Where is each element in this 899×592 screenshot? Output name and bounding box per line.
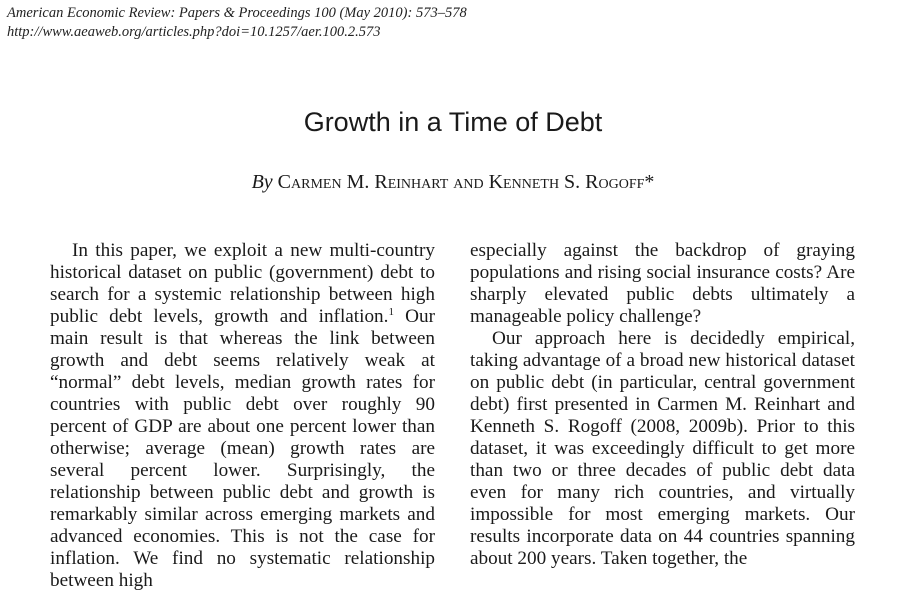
byline: By Carmen M. Reinhart and Kenneth S. Rog… <box>0 169 899 195</box>
left-column: In this paper, we exploit a new multi-co… <box>50 240 435 592</box>
byline-authors: Carmen M. Reinhart and Kenneth S. Rogoff <box>277 171 645 193</box>
journal-header: American Economic Review: Papers & Proce… <box>7 4 467 42</box>
author-footnote-marker[interactable]: * <box>644 171 655 193</box>
paragraph-text: In this paper, we exploit a new multi-co… <box>50 240 435 327</box>
byline-by: By <box>251 171 273 193</box>
right-column: especially against the backdrop of grayi… <box>470 240 855 570</box>
article-url[interactable]: http://www.aeaweb.org/articles.php?doi=1… <box>7 24 381 40</box>
paper-title: Growth in a Time of Debt <box>303 107 603 137</box>
body-paragraph: In this paper, we exploit a new multi-co… <box>50 240 435 592</box>
footnote-marker[interactable]: 1 <box>388 306 394 318</box>
body-paragraph: Our approach here is decidedly empirical… <box>470 328 855 569</box>
body-paragraph: especially against the backdrop of grayi… <box>470 240 855 327</box>
journal-citation: American Economic Review: Papers & Proce… <box>7 5 467 21</box>
paragraph-text: Our main result is that whereas the link… <box>50 306 435 591</box>
